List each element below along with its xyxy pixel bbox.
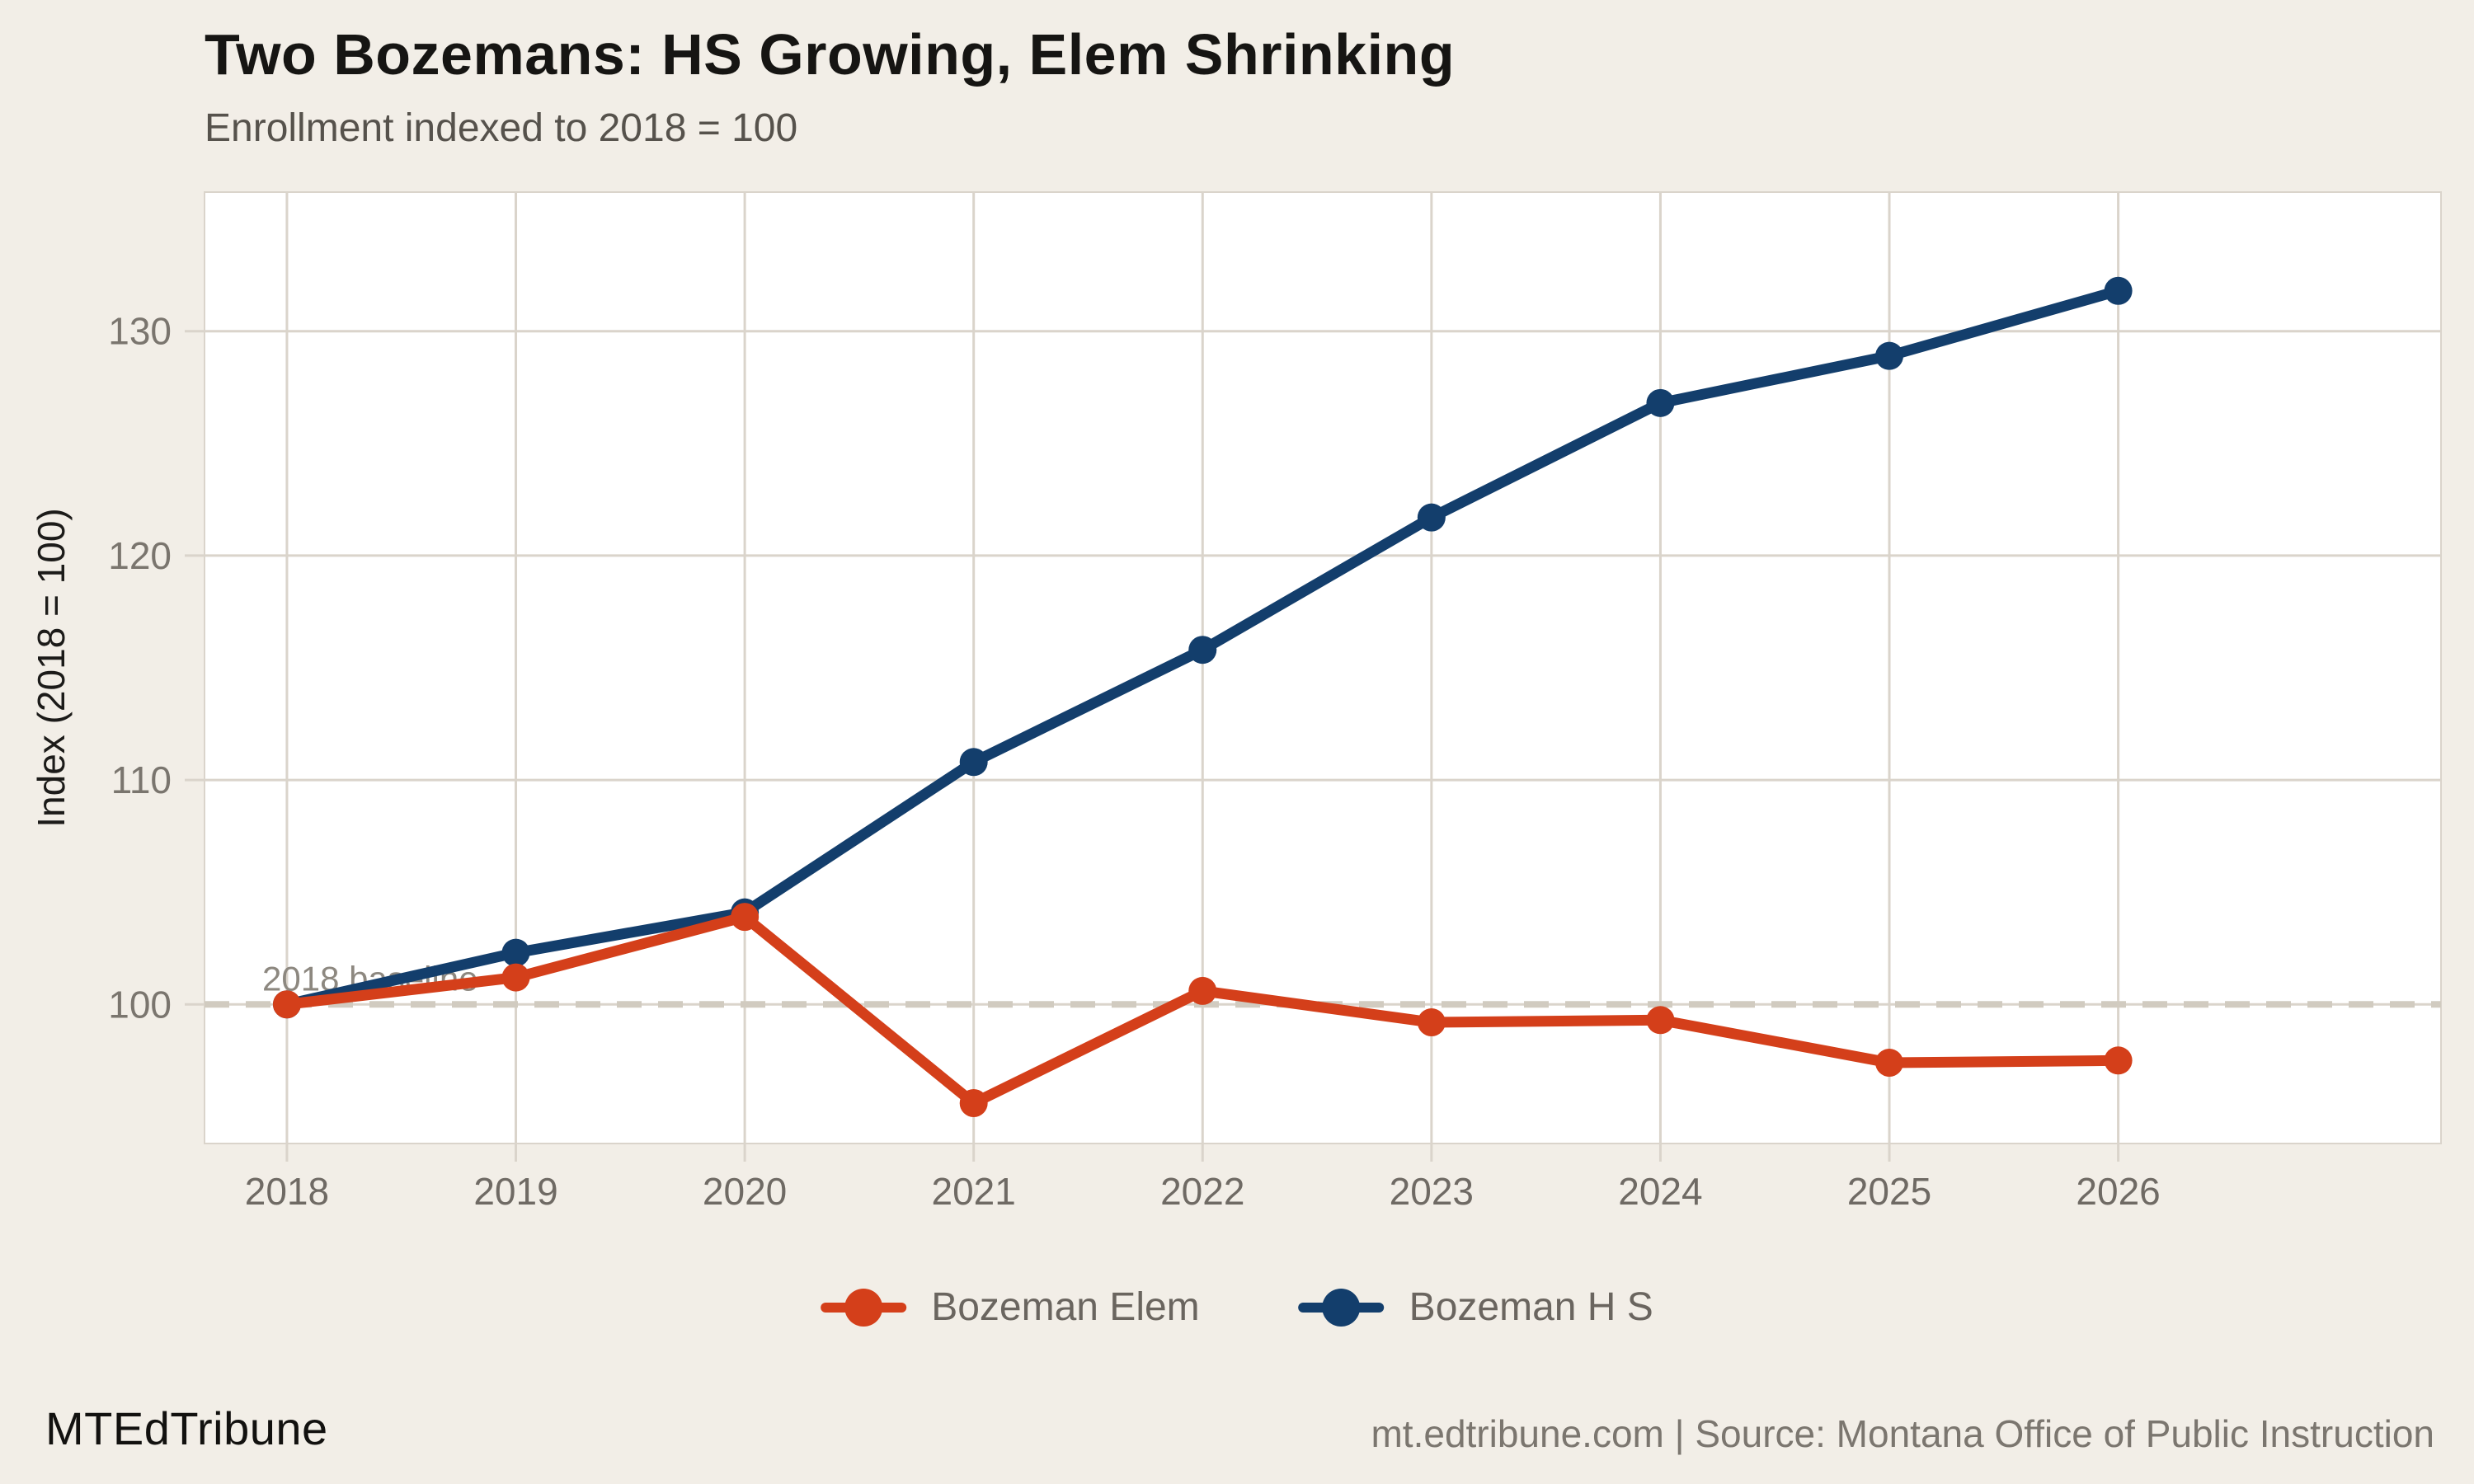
chart-header: Two Bozemans: HS Growing, Elem Shrinking…: [205, 21, 1455, 151]
data-point: [1417, 1008, 1446, 1037]
footer-brand: MTEdTribune: [45, 1402, 328, 1454]
data-point: [731, 903, 760, 932]
data-point: [1188, 636, 1217, 665]
legend-label: Bozeman H S: [1409, 1285, 1653, 1329]
data-point: [501, 963, 530, 992]
legend-item: Bozeman Elem: [821, 1284, 1200, 1330]
y-axis-title: Index (2018 = 100): [30, 508, 73, 827]
xtick-label: 2026: [2076, 1170, 2160, 1213]
data-point: [501, 938, 530, 967]
footer-source: mt.edtribune.com | Source: Montana Offic…: [1371, 1412, 2434, 1455]
chart-title: Two Bozemans: HS Growing, Elem Shrinking: [205, 22, 1456, 87]
xtick-label: 2019: [473, 1170, 557, 1213]
legend-label: Bozeman Elem: [931, 1285, 1200, 1329]
xtick-label: 2025: [1847, 1170, 1931, 1213]
data-point: [2104, 1046, 2133, 1075]
data-point: [2104, 276, 2133, 305]
ytick-label: 100: [108, 983, 172, 1026]
data-point: [1646, 1006, 1675, 1035]
xtick-label: 2021: [932, 1170, 1016, 1213]
data-point: [1188, 976, 1217, 1005]
data-point: [272, 990, 301, 1019]
legend-line-dot-icon: [821, 1288, 907, 1327]
chart-legend: Bozeman Elem Bozeman H S: [821, 1284, 1653, 1330]
data-point: [1875, 341, 1904, 370]
ytick-label: 110: [111, 758, 172, 801]
plot-area: [204, 191, 2442, 1144]
legend-line-dot-icon: [1298, 1288, 1385, 1327]
ytick-label: 120: [108, 534, 172, 577]
xtick-label: 2020: [703, 1170, 787, 1213]
xtick-label: 2023: [1390, 1170, 1474, 1213]
chart-subtitle: Enrollment indexed to 2018 = 100: [205, 106, 798, 150]
data-point: [959, 1089, 988, 1118]
data-point: [1646, 388, 1675, 417]
data-point: [1875, 1049, 1904, 1078]
data-point: [959, 748, 988, 777]
xtick-label: 2022: [1160, 1170, 1244, 1213]
legend-item: Bozeman H S: [1298, 1284, 1653, 1330]
xtick-label: 2018: [245, 1170, 329, 1213]
xtick-label: 2024: [1618, 1170, 1702, 1213]
data-point: [1417, 503, 1446, 532]
ytick-label: 130: [108, 310, 172, 353]
